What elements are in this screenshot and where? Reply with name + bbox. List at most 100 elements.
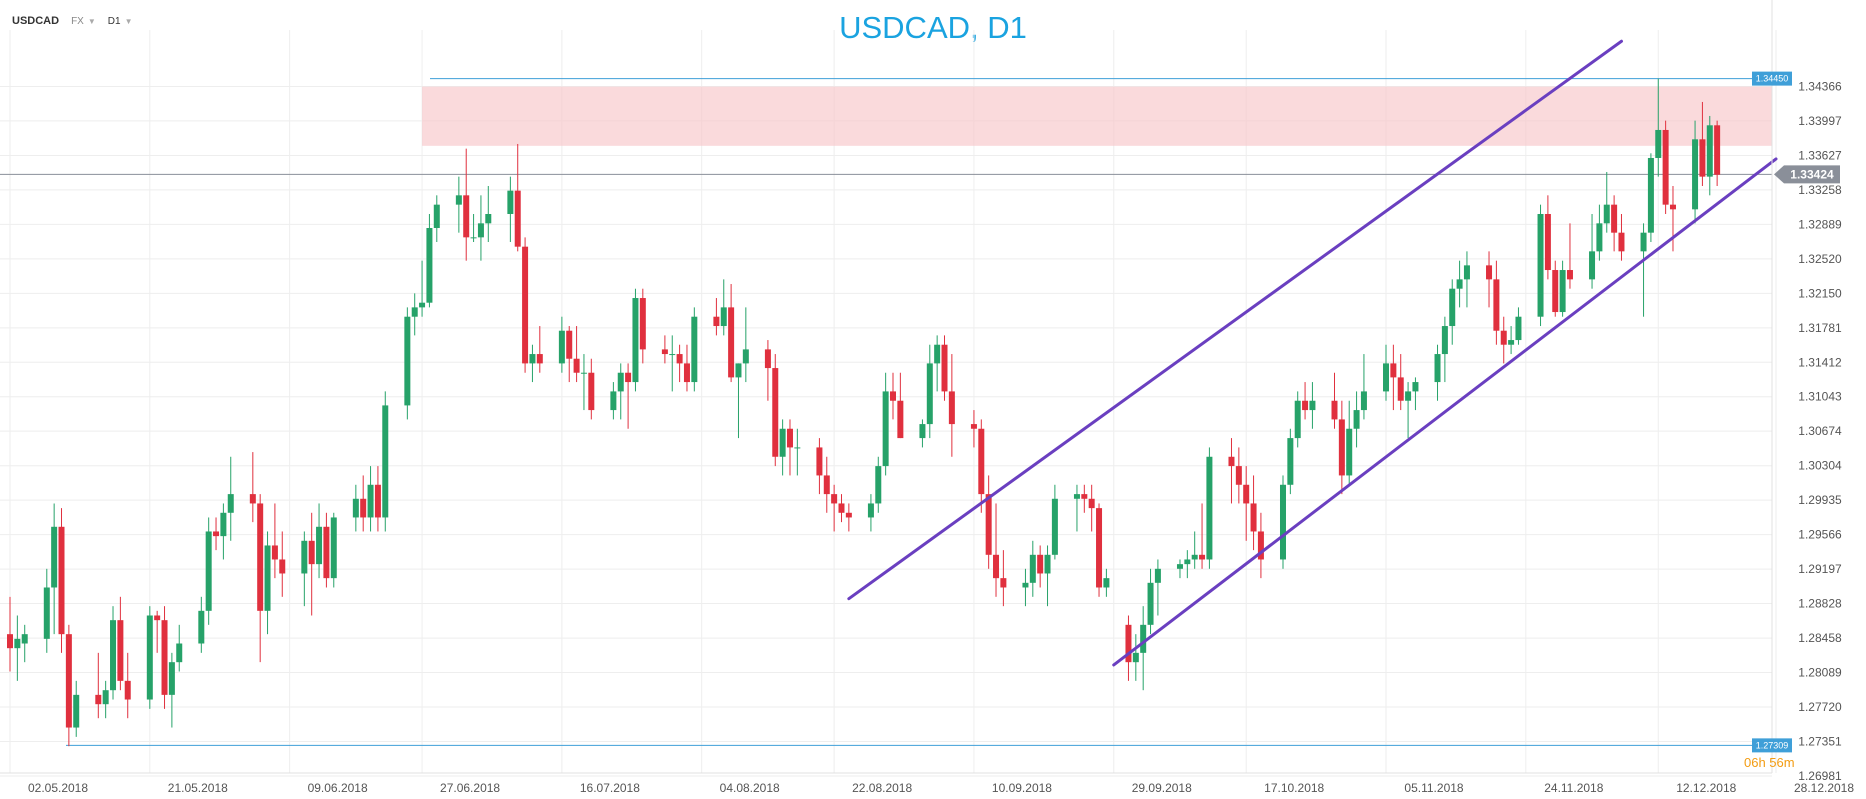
candle — [463, 148, 470, 261]
candle-body — [948, 391, 955, 425]
market-selector[interactable]: FX ▼ — [71, 16, 96, 27]
candle-body — [279, 559, 286, 574]
y-tick-label: 1.28458 — [1798, 631, 1842, 645]
candle — [970, 410, 977, 448]
candle-body — [1257, 531, 1264, 560]
candle — [1486, 251, 1493, 308]
chevron-down-icon: ▼ — [124, 16, 133, 26]
candle — [1125, 615, 1132, 681]
candle-body — [316, 526, 323, 565]
candle-body — [1493, 279, 1500, 331]
candle — [146, 606, 153, 709]
candle-body — [1081, 494, 1088, 499]
candle — [58, 508, 65, 653]
candle — [735, 363, 742, 439]
candle-body — [890, 391, 896, 401]
candle — [419, 260, 426, 317]
candle-body — [360, 498, 367, 518]
candle-body — [823, 475, 830, 495]
candle — [1353, 391, 1360, 448]
candle — [65, 624, 72, 747]
candle — [1199, 503, 1206, 569]
candle — [308, 512, 315, 616]
candle — [1449, 279, 1456, 345]
candle — [529, 344, 536, 383]
candle — [1346, 400, 1353, 485]
candle — [676, 344, 683, 383]
candle-body — [95, 694, 102, 705]
x-tick-label: 22.08.2018 — [852, 781, 912, 795]
candle-body — [14, 638, 21, 649]
symbol-label[interactable]: USDCAD — [12, 15, 60, 27]
candle-body — [485, 213, 492, 224]
candle-body — [529, 354, 536, 364]
candle-body — [610, 391, 617, 411]
x-axis: 02.05.2018 21.05.2018 09.06.2018 27.06.2018… — [0, 772, 1854, 795]
current-price-badge-bg — [1774, 165, 1840, 184]
candle — [1140, 606, 1147, 691]
candle — [823, 456, 830, 513]
x-tick-label: 21.05.2018 — [168, 781, 228, 795]
candle-body — [1552, 270, 1559, 313]
candle — [610, 382, 617, 420]
candle — [374, 466, 381, 532]
candle — [978, 419, 985, 513]
candle-body — [65, 634, 72, 728]
channel-line — [847, 39, 1623, 601]
candle-body — [580, 372, 587, 374]
candle-body — [875, 466, 882, 504]
candle — [1235, 447, 1242, 504]
candle-body — [845, 512, 852, 518]
candle-body — [713, 316, 720, 327]
candle-body — [816, 447, 823, 476]
candle — [43, 568, 50, 653]
candle-body — [1294, 400, 1301, 439]
candle — [1544, 195, 1551, 280]
candle — [1029, 540, 1036, 597]
candle — [110, 606, 117, 700]
timeframe-selector[interactable]: D1 ▼ — [108, 16, 133, 27]
candle-body — [617, 372, 624, 392]
candle-body — [1441, 326, 1448, 355]
x-tick-label: 29.09.2018 — [1132, 781, 1192, 795]
candle — [1191, 531, 1198, 569]
candle-body — [573, 358, 580, 373]
candle-body — [102, 690, 109, 705]
candle-body — [1383, 363, 1390, 392]
candle — [691, 307, 698, 392]
candle-body — [1544, 213, 1551, 271]
candle — [1603, 171, 1610, 233]
candle-body — [470, 237, 477, 239]
candle-body — [43, 587, 50, 639]
candle-body — [1566, 270, 1573, 280]
y-axis: 1.34366 1.33997 1.33627 1.33258 1.32889 1.325… — [1771, 0, 1842, 783]
candle-body — [1029, 554, 1036, 583]
candle — [816, 438, 823, 495]
candle — [1250, 475, 1257, 551]
candle — [867, 494, 874, 532]
candle-body — [514, 190, 521, 247]
candle-body — [897, 400, 904, 439]
x-tick-label: 04.08.2018 — [720, 781, 780, 795]
candle-body — [257, 503, 264, 611]
candle-body — [1669, 204, 1676, 210]
current-price-label: 1.33424 — [1790, 167, 1834, 181]
candle — [205, 517, 212, 625]
candle — [426, 213, 433, 308]
y-tick-label: 1.33258 — [1798, 183, 1842, 197]
candle-body — [1243, 484, 1250, 504]
candle-body — [124, 680, 131, 700]
candle — [1397, 354, 1404, 411]
candle — [1103, 568, 1110, 597]
candle — [21, 624, 28, 663]
candle — [470, 213, 477, 243]
candle — [941, 335, 948, 401]
candle — [845, 503, 852, 532]
candle — [264, 531, 271, 635]
candle — [1294, 391, 1301, 448]
candle — [890, 372, 896, 420]
level-badge-label: 1.34450 — [1756, 74, 1789, 84]
candle-body — [1618, 232, 1625, 252]
timeframe-label: D1 — [107, 15, 121, 27]
